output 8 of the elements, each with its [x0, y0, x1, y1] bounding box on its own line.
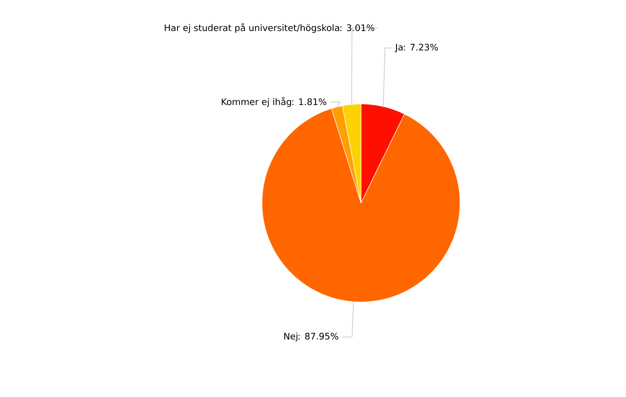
data-label: : 87.95% — [298, 332, 338, 340]
slice-label: Nej — [284, 332, 298, 342]
data-label: : 3.01% — [340, 24, 374, 32]
data-label: : 1.81% — [292, 98, 326, 106]
slice-label: Ja — [394, 44, 403, 52]
data-label: : 7.23% — [404, 44, 438, 51]
slice-label: Har ej studerat på universitet/högskola — [164, 23, 340, 33]
slice-label: Kommer ej ihåg — [222, 97, 292, 107]
